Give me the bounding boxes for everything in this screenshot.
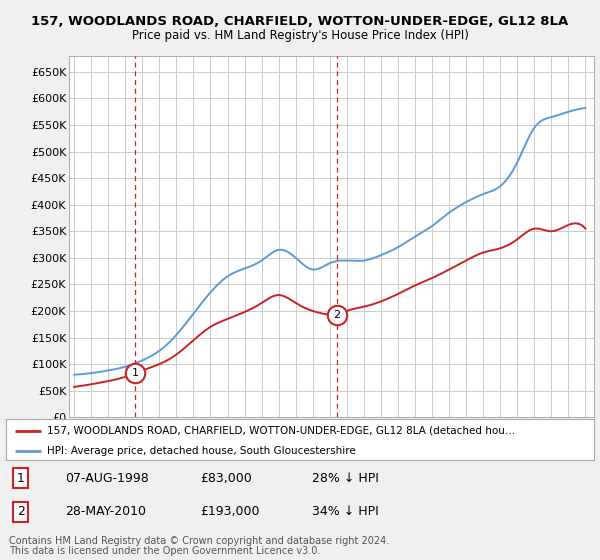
Text: Price paid vs. HM Land Registry's House Price Index (HPI): Price paid vs. HM Land Registry's House … [131,29,469,43]
Text: 1: 1 [132,368,139,378]
Text: £83,000: £83,000 [200,472,252,484]
Text: 1: 1 [17,472,25,484]
Text: 2: 2 [333,310,340,320]
Text: 34% ↓ HPI: 34% ↓ HPI [312,505,379,518]
Text: 07-AUG-1998: 07-AUG-1998 [65,472,149,484]
Text: 2: 2 [17,505,25,518]
Text: 157, WOODLANDS ROAD, CHARFIELD, WOTTON-UNDER-EDGE, GL12 8LA (detached hou…: 157, WOODLANDS ROAD, CHARFIELD, WOTTON-U… [47,426,515,436]
Text: Contains HM Land Registry data © Crown copyright and database right 2024.: Contains HM Land Registry data © Crown c… [9,536,389,547]
Text: 28% ↓ HPI: 28% ↓ HPI [312,472,379,484]
Text: HPI: Average price, detached house, South Gloucestershire: HPI: Average price, detached house, Sout… [47,446,356,456]
Text: 157, WOODLANDS ROAD, CHARFIELD, WOTTON-UNDER-EDGE, GL12 8LA: 157, WOODLANDS ROAD, CHARFIELD, WOTTON-U… [31,15,569,28]
Text: 28-MAY-2010: 28-MAY-2010 [65,505,146,518]
Text: £193,000: £193,000 [200,505,260,518]
Text: This data is licensed under the Open Government Licence v3.0.: This data is licensed under the Open Gov… [9,547,320,557]
